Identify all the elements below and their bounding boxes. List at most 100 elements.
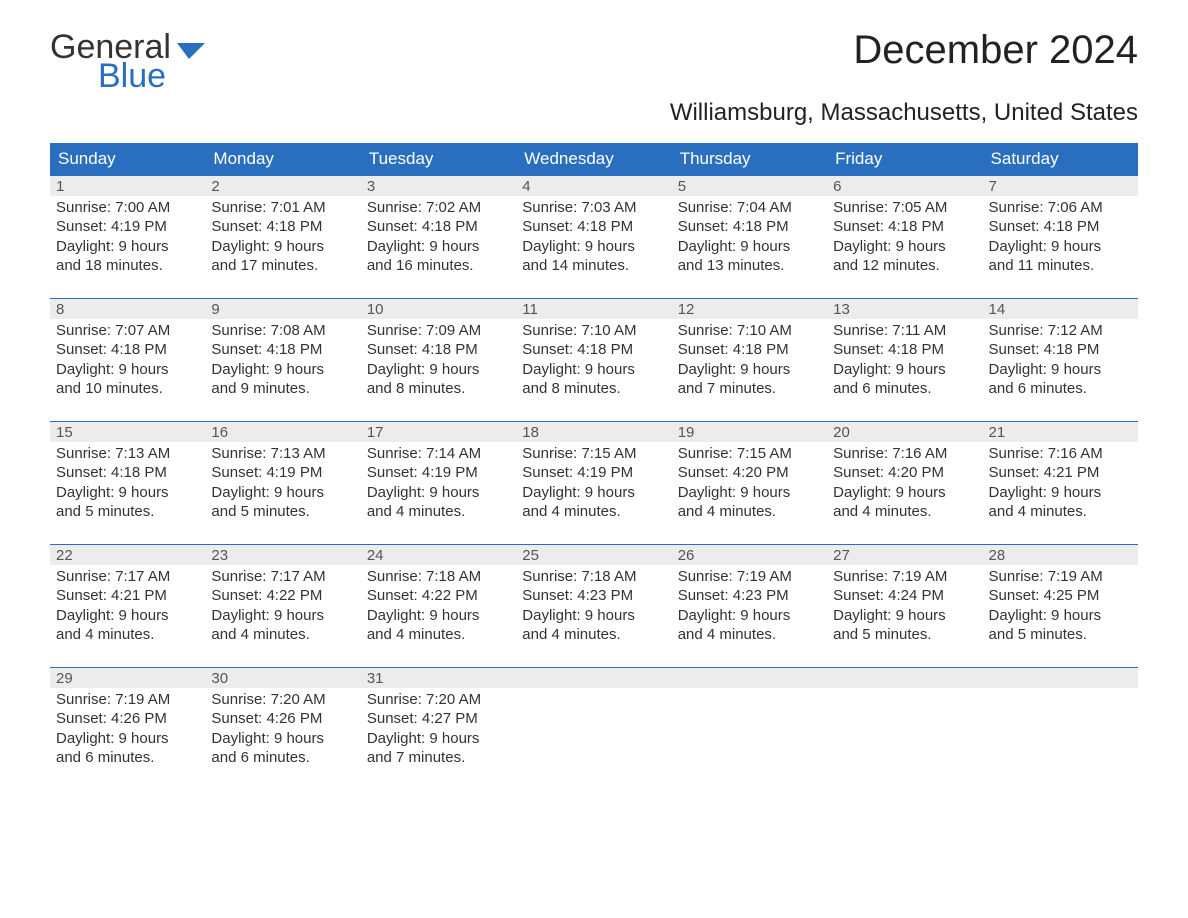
day-line: and 6 minutes. [833, 379, 976, 399]
day-content [516, 688, 671, 694]
day-cell: 27Sunrise: 7:19 AMSunset: 4:24 PMDayligh… [827, 545, 982, 655]
day-line: Sunset: 4:18 PM [989, 217, 1132, 237]
day-line: Sunrise: 7:19 AM [678, 567, 821, 587]
day-line: Sunset: 4:21 PM [989, 463, 1132, 483]
day-content: Sunrise: 7:00 AMSunset: 4:19 PMDaylight:… [50, 196, 205, 280]
day-line: Sunrise: 7:07 AM [56, 321, 199, 341]
day-number: 30 [205, 668, 360, 688]
day-line: and 11 minutes. [989, 256, 1132, 276]
day-line: Daylight: 9 hours [367, 606, 510, 626]
day-line: Sunrise: 7:10 AM [678, 321, 821, 341]
day-number: 19 [672, 422, 827, 442]
day-content: Sunrise: 7:17 AMSunset: 4:22 PMDaylight:… [205, 565, 360, 649]
day-line: Sunset: 4:18 PM [56, 340, 199, 360]
day-line: Daylight: 9 hours [989, 606, 1132, 626]
weekday-fri: Friday [827, 143, 982, 175]
day-cell: 7Sunrise: 7:06 AMSunset: 4:18 PMDaylight… [983, 176, 1138, 286]
day-content: Sunrise: 7:03 AMSunset: 4:18 PMDaylight:… [516, 196, 671, 280]
day-number: 8 [50, 299, 205, 319]
day-cell: 19Sunrise: 7:15 AMSunset: 4:20 PMDayligh… [672, 422, 827, 532]
day-cell: 1Sunrise: 7:00 AMSunset: 4:19 PMDaylight… [50, 176, 205, 286]
day-line: Sunrise: 7:13 AM [56, 444, 199, 464]
day-content: Sunrise: 7:20 AMSunset: 4:26 PMDaylight:… [205, 688, 360, 772]
day-line: and 4 minutes. [522, 625, 665, 645]
day-cell: 18Sunrise: 7:15 AMSunset: 4:19 PMDayligh… [516, 422, 671, 532]
day-line: Daylight: 9 hours [367, 237, 510, 257]
day-line: Sunset: 4:25 PM [989, 586, 1132, 606]
day-content: Sunrise: 7:06 AMSunset: 4:18 PMDaylight:… [983, 196, 1138, 280]
day-line: and 4 minutes. [989, 502, 1132, 522]
day-line: Sunset: 4:18 PM [678, 340, 821, 360]
day-line: Sunrise: 7:17 AM [211, 567, 354, 587]
day-content: Sunrise: 7:02 AMSunset: 4:18 PMDaylight:… [361, 196, 516, 280]
day-cell: 20Sunrise: 7:16 AMSunset: 4:20 PMDayligh… [827, 422, 982, 532]
day-cell: 4Sunrise: 7:03 AMSunset: 4:18 PMDaylight… [516, 176, 671, 286]
day-line: Sunset: 4:24 PM [833, 586, 976, 606]
day-line: Daylight: 9 hours [211, 360, 354, 380]
day-line: Sunrise: 7:19 AM [833, 567, 976, 587]
day-number: 28 [983, 545, 1138, 565]
calendar: Sunday Monday Tuesday Wednesday Thursday… [50, 143, 1138, 778]
day-line: Sunrise: 7:13 AM [211, 444, 354, 464]
day-number [672, 668, 827, 688]
day-cell: 29Sunrise: 7:19 AMSunset: 4:26 PMDayligh… [50, 668, 205, 778]
day-line: Sunrise: 7:20 AM [367, 690, 510, 710]
day-content: Sunrise: 7:19 AMSunset: 4:23 PMDaylight:… [672, 565, 827, 649]
day-cell: 21Sunrise: 7:16 AMSunset: 4:21 PMDayligh… [983, 422, 1138, 532]
day-line: Daylight: 9 hours [211, 729, 354, 749]
page-subtitle: Williamsburg, Massachusetts, United Stat… [50, 99, 1138, 127]
day-line: and 4 minutes. [56, 625, 199, 645]
day-line: and 5 minutes. [989, 625, 1132, 645]
day-number: 22 [50, 545, 205, 565]
day-cell: 9Sunrise: 7:08 AMSunset: 4:18 PMDaylight… [205, 299, 360, 409]
day-line: Sunset: 4:26 PM [211, 709, 354, 729]
day-line: Sunrise: 7:15 AM [522, 444, 665, 464]
day-line: Sunrise: 7:01 AM [211, 198, 354, 218]
day-content: Sunrise: 7:19 AMSunset: 4:25 PMDaylight:… [983, 565, 1138, 649]
day-line: Sunset: 4:18 PM [833, 340, 976, 360]
day-line: and 4 minutes. [522, 502, 665, 522]
day-number: 18 [516, 422, 671, 442]
day-line: Sunset: 4:22 PM [211, 586, 354, 606]
weekday-thu: Thursday [672, 143, 827, 175]
day-content: Sunrise: 7:15 AMSunset: 4:19 PMDaylight:… [516, 442, 671, 526]
day-number [516, 668, 671, 688]
day-line: Daylight: 9 hours [522, 606, 665, 626]
day-cell: 2Sunrise: 7:01 AMSunset: 4:18 PMDaylight… [205, 176, 360, 286]
day-cell [516, 668, 671, 778]
day-number: 6 [827, 176, 982, 196]
day-cell: 17Sunrise: 7:14 AMSunset: 4:19 PMDayligh… [361, 422, 516, 532]
day-line: Sunset: 4:18 PM [211, 217, 354, 237]
day-content: Sunrise: 7:12 AMSunset: 4:18 PMDaylight:… [983, 319, 1138, 403]
day-line: Daylight: 9 hours [367, 360, 510, 380]
day-content: Sunrise: 7:20 AMSunset: 4:27 PMDaylight:… [361, 688, 516, 772]
day-number: 25 [516, 545, 671, 565]
day-number: 14 [983, 299, 1138, 319]
day-line: Sunrise: 7:00 AM [56, 198, 199, 218]
weekday-header-row: Sunday Monday Tuesday Wednesday Thursday… [50, 143, 1138, 175]
day-cell: 6Sunrise: 7:05 AMSunset: 4:18 PMDaylight… [827, 176, 982, 286]
day-cell: 3Sunrise: 7:02 AMSunset: 4:18 PMDaylight… [361, 176, 516, 286]
day-line: Sunrise: 7:18 AM [522, 567, 665, 587]
day-line: Sunset: 4:22 PM [367, 586, 510, 606]
day-line: Sunset: 4:23 PM [522, 586, 665, 606]
day-number: 12 [672, 299, 827, 319]
day-line: Sunset: 4:19 PM [211, 463, 354, 483]
day-line: Daylight: 9 hours [56, 729, 199, 749]
day-content: Sunrise: 7:11 AMSunset: 4:18 PMDaylight:… [827, 319, 982, 403]
header-row: General Blue December 2024 [50, 30, 1138, 93]
day-cell: 25Sunrise: 7:18 AMSunset: 4:23 PMDayligh… [516, 545, 671, 655]
day-content: Sunrise: 7:05 AMSunset: 4:18 PMDaylight:… [827, 196, 982, 280]
day-line: Sunrise: 7:15 AM [678, 444, 821, 464]
day-line: Sunset: 4:19 PM [56, 217, 199, 237]
day-number: 31 [361, 668, 516, 688]
day-number: 5 [672, 176, 827, 196]
day-cell: 23Sunrise: 7:17 AMSunset: 4:22 PMDayligh… [205, 545, 360, 655]
day-line: Daylight: 9 hours [211, 606, 354, 626]
day-cell: 22Sunrise: 7:17 AMSunset: 4:21 PMDayligh… [50, 545, 205, 655]
day-line: Daylight: 9 hours [367, 729, 510, 749]
day-line: Daylight: 9 hours [678, 360, 821, 380]
day-line: Daylight: 9 hours [989, 360, 1132, 380]
day-line: Sunset: 4:18 PM [367, 217, 510, 237]
day-line: and 17 minutes. [211, 256, 354, 276]
